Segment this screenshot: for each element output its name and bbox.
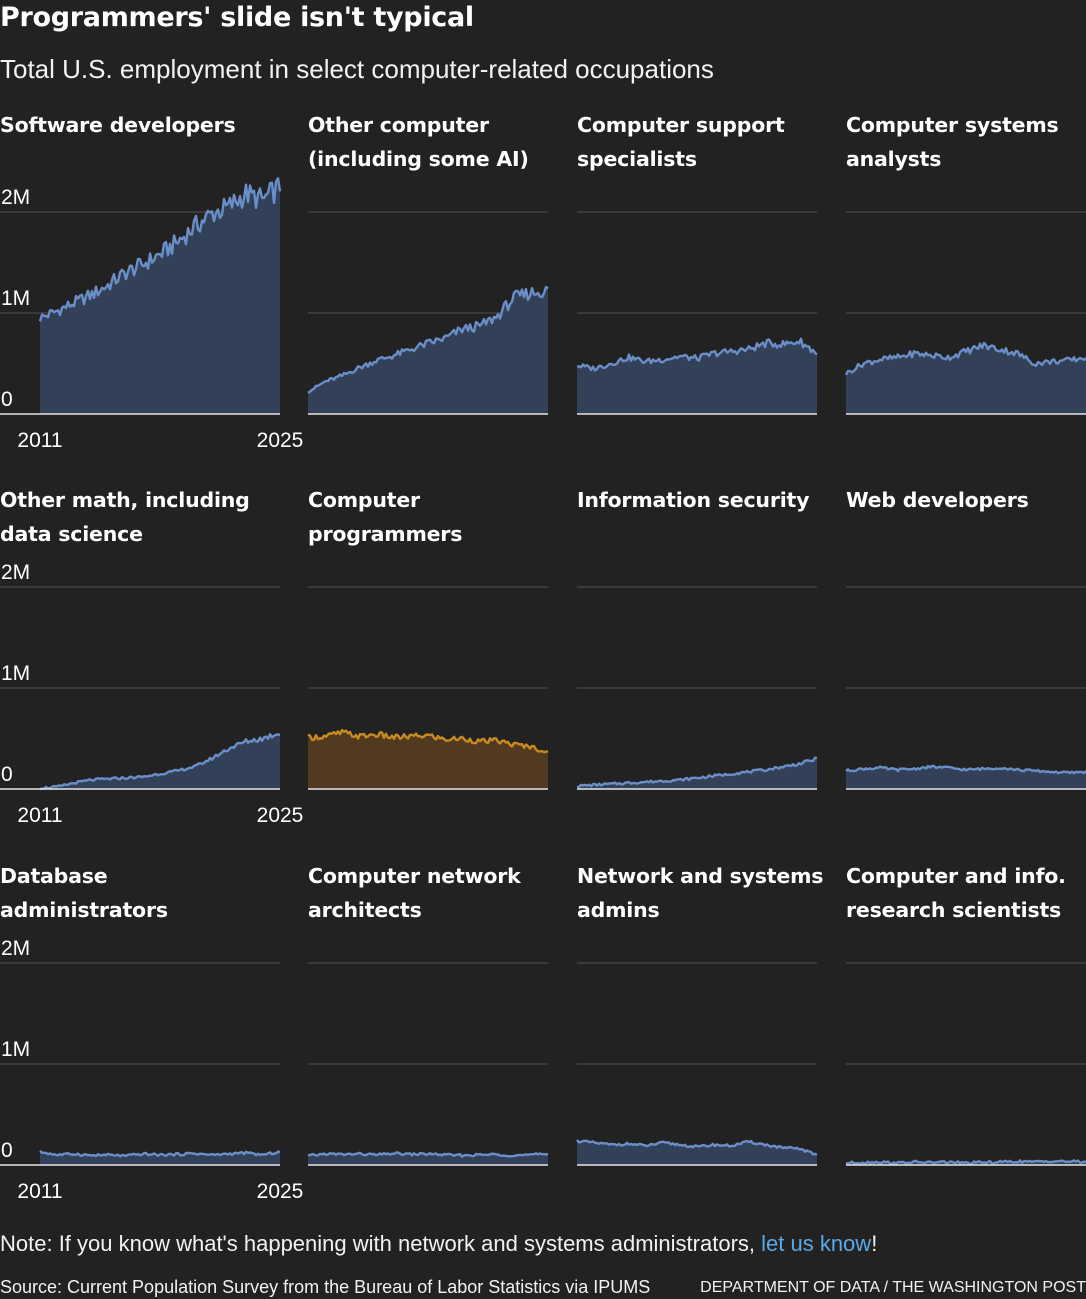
- panel-chart: 0 1M 2M 2011 2025: [0, 937, 303, 1203]
- let-us-know-link[interactable]: let us know: [761, 1231, 872, 1256]
- panel-title: Other math, including data science: [0, 488, 250, 546]
- panel-title: Computer systems analysts: [846, 113, 1059, 171]
- panel-chart: [307, 586, 549, 790]
- series-line: [307, 1151, 549, 1158]
- x-tick-label: 2011: [17, 1180, 62, 1203]
- series-line: [576, 756, 818, 789]
- series-area: [577, 757, 817, 789]
- panel-chart: 0 1M 2M 2011 2025: [0, 177, 303, 452]
- y-tick-label: 1M: [1, 662, 30, 685]
- panel-chart: [845, 962, 1086, 1166]
- series-area: [40, 1150, 280, 1165]
- panel-title: Database administrators: [0, 864, 168, 922]
- series-area: [40, 734, 280, 789]
- panel: Database administrators 0 1M 2M 2011 2025: [0, 859, 303, 1203]
- x-tick-label: 2011: [17, 429, 62, 452]
- series-area: [308, 730, 548, 789]
- y-tick-label: 2M: [1, 561, 30, 584]
- x-tick-label: 2025: [257, 804, 304, 827]
- series-line: [576, 337, 818, 372]
- y-tick-label: 1M: [1, 287, 30, 310]
- panel-title: Computer network architects: [308, 864, 521, 922]
- panel-title: Computer and info. research scientists: [846, 864, 1066, 922]
- panel-title: Network and systems admins: [577, 864, 824, 922]
- panel: Network and systems admins: [576, 859, 839, 1189]
- series-line: [307, 285, 549, 394]
- panel-chart: [576, 962, 818, 1166]
- series-area: [846, 765, 1086, 789]
- y-tick-label: 0: [1, 1139, 13, 1162]
- series-area: [846, 342, 1086, 414]
- panel-title: Computer support specialists: [577, 113, 785, 171]
- panel-chart: [576, 586, 818, 790]
- panel-title: Other computer (including some AI): [308, 113, 529, 171]
- panel-title: Computer programmers: [308, 488, 463, 546]
- series-line: [845, 764, 1086, 775]
- y-tick-label: 1M: [1, 1038, 30, 1061]
- chart-title: Programmers' slide isn't typical: [0, 2, 474, 33]
- panel-title: Software developers: [0, 113, 236, 137]
- series-line: [576, 1139, 818, 1156]
- panel-chart: [576, 211, 818, 415]
- panel-chart: [844, 211, 1086, 415]
- note-suffix: !: [871, 1231, 878, 1256]
- panel: Computer network architects: [307, 859, 570, 1189]
- x-tick-label: 2025: [257, 1180, 304, 1203]
- series-line: [844, 341, 1086, 376]
- panel-title: Web developers: [846, 488, 1029, 512]
- panel: Software developers 0 1M 2M 2011 2025: [0, 108, 303, 452]
- y-tick-label: 2M: [1, 186, 30, 209]
- y-tick-label: 2M: [1, 937, 30, 960]
- panel-chart: [307, 962, 549, 1166]
- series-line: [307, 728, 549, 754]
- panel-chart: 0 1M 2M 2011 2025: [0, 561, 303, 827]
- series-line: [39, 733, 281, 791]
- panel: Information security: [576, 483, 839, 813]
- note: Note: If you know what's happening with …: [0, 1228, 877, 1260]
- series-area: [577, 338, 817, 414]
- series-area: [308, 287, 548, 414]
- panel: Computer and info. research scientists: [845, 859, 1086, 1189]
- panel: Other computer (including some AI): [307, 108, 570, 438]
- panel-chart: [845, 586, 1086, 790]
- panel: Other math, including data science 0 1M 2M 2…: [0, 483, 303, 827]
- panel: Web developers: [845, 483, 1086, 813]
- panel: Computer programmers: [307, 483, 570, 813]
- panel-chart: [307, 211, 549, 415]
- series-line: [39, 1150, 281, 1158]
- panel: Computer systems analysts: [844, 108, 1086, 438]
- source-line: Source: Current Population Survey from t…: [0, 1277, 651, 1297]
- panel: Computer support specialists: [576, 108, 839, 438]
- credit-line: DEPARTMENT OF DATA / THE WASHINGTON POST: [700, 1279, 1086, 1296]
- series-line: [845, 1159, 1086, 1166]
- y-tick-label: 0: [1, 763, 13, 786]
- series-line: [38, 177, 282, 322]
- x-tick-label: 2025: [257, 429, 304, 452]
- series-area: [577, 1140, 817, 1165]
- series-area: [40, 178, 280, 414]
- x-tick-label: 2011: [17, 804, 62, 827]
- note-text: Note: If you know what's happening with …: [0, 1231, 762, 1256]
- panel-title: Information security: [577, 488, 810, 512]
- chart-subtitle: Total U.S. employment in select computer…: [0, 54, 714, 84]
- y-tick-label: 0: [1, 388, 13, 411]
